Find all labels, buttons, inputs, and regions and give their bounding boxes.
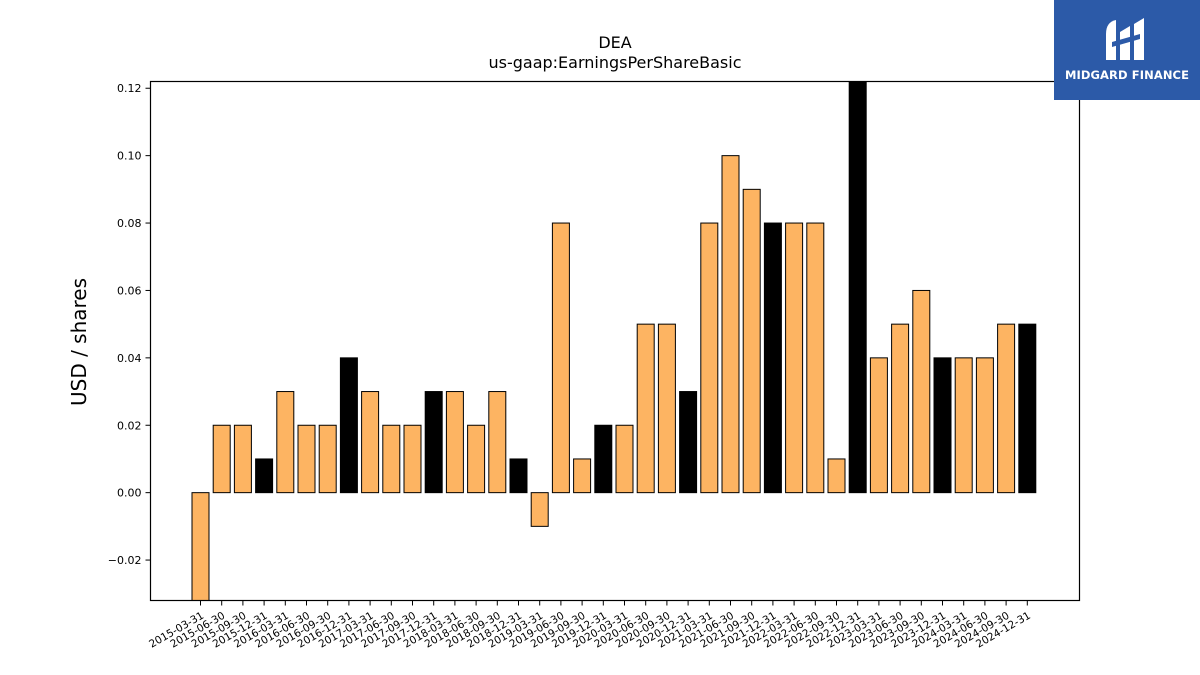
bar-2021-12-31	[763, 222, 782, 494]
bar-2020-06-30	[636, 323, 655, 494]
bar-2024-03-31	[954, 357, 973, 494]
y-axis-label: USD / shares	[67, 278, 91, 406]
y-tick-label: 0.08	[117, 217, 142, 230]
bar-2023-03-31	[869, 357, 888, 494]
bar-2024-09-30	[997, 323, 1016, 494]
bar-2016-09-30	[318, 424, 337, 494]
bar-2023-09-30	[912, 289, 931, 494]
bar-2022-12-31	[848, 81, 867, 494]
bar-2015-06-30	[212, 424, 231, 494]
bar-2023-12-31	[933, 357, 952, 494]
bar-2024-06-30	[975, 357, 994, 494]
bar-2023-06-30	[891, 323, 910, 494]
midgard-logo-icon	[1106, 18, 1144, 60]
logo-brand-text: MIDGARD FINANCE	[1064, 68, 1190, 82]
bar-2018-03-31	[445, 391, 464, 494]
x-axis: 2015-03-312015-06-302015-09-302015-12-31…	[147, 600, 1033, 651]
bar-2019-09-30	[573, 458, 592, 494]
bar-2024-12-31	[1018, 323, 1037, 494]
bar-2017-03-31	[361, 391, 380, 494]
bar-2019-12-31	[594, 424, 613, 494]
midgard-finance-logo: MIDGARD FINANCE	[1054, 0, 1200, 100]
bar-2019-03-31	[530, 492, 549, 527]
y-tick-label: −0.02	[108, 554, 142, 567]
chart-subtitle: us-gaap:EarningsPerShareBasic	[488, 53, 741, 72]
bar-2021-03-31	[700, 222, 719, 494]
bar-2019-06-30	[551, 222, 570, 494]
bars-group	[191, 81, 1037, 602]
y-tick-label: 0.12	[117, 82, 142, 95]
bar-2018-06-30	[467, 424, 486, 494]
bar-2016-03-31	[276, 391, 295, 494]
bar-2016-12-31	[339, 357, 358, 494]
bar-2020-09-30	[657, 323, 676, 494]
plot-frame	[149, 80, 1081, 602]
bar-2017-06-30	[382, 424, 401, 494]
bar-2021-09-30	[742, 188, 761, 494]
chart-title: DEA	[598, 33, 631, 52]
y-tick-label: 0.10	[117, 150, 142, 163]
bar-2020-12-31	[679, 391, 698, 494]
bar-2022-09-30	[827, 458, 846, 494]
bar-2018-09-30	[488, 391, 507, 494]
bar-2022-06-30	[806, 222, 825, 494]
y-tick-label: 0.00	[117, 487, 142, 500]
bar-2017-12-31	[424, 391, 443, 494]
bar-2016-06-30	[297, 424, 316, 494]
y-tick-label: 0.06	[117, 284, 142, 297]
bar-2015-09-30	[233, 424, 252, 494]
bar-2021-06-30	[721, 155, 740, 494]
bar-2015-03-31	[191, 492, 210, 602]
y-axis: −0.02 0.00 0.02 0.04 0.06 0.08 0.10 0.12	[108, 82, 151, 567]
bar-2022-03-31	[785, 222, 804, 494]
bar-2020-03-31	[615, 424, 634, 494]
y-tick-label: 0.04	[117, 352, 142, 365]
bar-2018-12-31	[509, 458, 528, 494]
bar-2017-09-30	[403, 424, 422, 494]
y-tick-label: 0.02	[117, 419, 142, 432]
bar-2015-12-31	[255, 458, 274, 494]
